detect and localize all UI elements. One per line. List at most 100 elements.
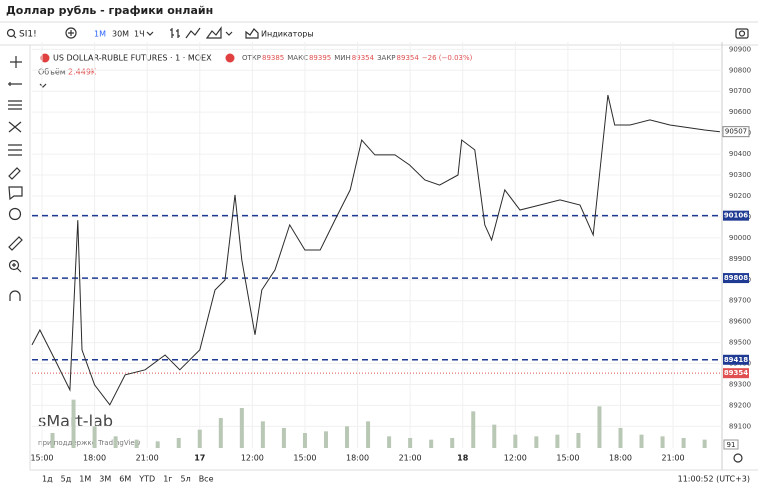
chart-type[interactable] [170,28,180,38]
volume-bar [197,429,202,448]
y-tick-label: 90200 [729,192,751,200]
range-button[interactable]: 3М [99,475,111,484]
emoji-tool[interactable] [8,207,22,221]
x-tick-label: 18:00 [83,454,106,463]
y-tick-label: 89500 [729,339,751,347]
settings[interactable] [733,453,743,463]
volume-bar [323,431,328,448]
chart-type[interactable] [185,27,201,39]
range-button[interactable]: 1г [163,475,172,484]
x-tick-label: 21:00 [136,454,159,463]
volume-bar [345,426,350,448]
legend-change: −26 (−0.03%) [422,54,473,62]
volume-bar [576,433,581,448]
zoom-tool[interactable] [8,259,20,271]
magnet-tool[interactable] [9,290,21,301]
x-tick-label: 18:00 [609,454,632,463]
y-tick-label: 90800 [729,66,751,74]
search-icon[interactable] [6,28,16,38]
x-tick-label: 15:00 [30,454,53,463]
volume-bar [513,434,518,448]
warning-icon[interactable] [225,53,235,63]
indicators[interactable]: Индикаторы [261,30,314,39]
volume-bar [408,438,413,448]
legend-field-value: 89395 [309,54,331,62]
y-tick-label: 89300 [729,380,751,388]
symbol[interactable]: SI1! [19,30,37,40]
x-tick-label: 21:00 [399,454,422,463]
y-tick-label: 90400 [729,150,751,158]
volume-bar [239,408,244,448]
volume-bar [555,434,560,448]
forecast-tool[interactable] [8,144,22,156]
pattern-tool[interactable] [8,121,22,133]
dropdown[interactable] [225,31,233,36]
volume-bar [92,426,97,448]
volume-bar [71,399,76,448]
range-button[interactable]: 5д [61,475,72,484]
x-tick-label: 21:00 [662,454,685,463]
y-tick-label: 90700 [729,87,751,95]
price-tag-box [723,273,749,284]
price-tag: 89354 [724,369,748,377]
range-button[interactable]: YTD [138,475,155,484]
add-symbol[interactable] [65,27,77,39]
volume-bar [218,418,223,448]
page-title: Доллар рубль - графики онлайн [6,4,213,17]
legend-field-label: МАКС [287,54,308,62]
volume-bar [302,433,307,448]
y-tick-label: 90300 [729,171,751,179]
clock: 11:00:52 (UTC+3) [678,475,750,484]
range-button[interactable]: 1М [79,475,91,484]
search-icon [13,35,17,39]
brush-tool[interactable] [8,167,21,180]
legend-fields: ОТКР 89385 МАКС 89395 МИН 89354 ЗАКР 89354 −26 (… [242,54,473,62]
interval[interactable]: 30М [112,30,129,39]
y-tick-label: 90600 [729,108,751,116]
ruler-tool[interactable] [8,236,23,251]
y-tick-label: 89200 [729,401,751,409]
indicators-icon[interactable] [245,28,259,39]
x-tick-label: 18 [457,454,469,463]
price-tag-box [723,210,749,221]
volume-bar [50,433,55,448]
x-tick-label: 12:00 [241,454,264,463]
interval[interactable]: 1Ч [134,30,145,39]
price-tag: 89808 [724,274,748,282]
x-tick-label: 17 [194,454,205,463]
x-tick-label: 12:00 [504,454,527,463]
chart-type[interactable] [205,26,222,39]
volume-bar [260,421,265,448]
volume-bar [597,406,602,448]
price-line [31,94,720,406]
fib-tool[interactable] [8,100,22,110]
y-tick-label: 90900 [729,45,751,53]
legend-field-value: 89385 [262,54,284,62]
volume-bar [176,438,181,448]
trend-tool[interactable] [8,82,22,86]
text-tool[interactable] [8,186,23,201]
volume-bar [702,439,707,448]
y-tick-label: 90000 [729,234,751,242]
volume-bar [471,411,476,448]
price-tag-box [723,368,749,379]
legend-field-label: ОТКР [242,54,261,62]
range-button[interactable]: 5л [180,475,190,484]
range-button[interactable]: 6М [119,475,131,484]
range-button[interactable]: Все [199,475,214,484]
snapshot [738,30,746,37]
volume-bar [281,428,286,448]
range-button[interactable]: 1д [42,475,53,484]
interval[interactable]: 1М [94,30,106,39]
dropdown[interactable] [146,31,154,36]
volume-tag-box [723,439,739,450]
collapse[interactable] [39,83,47,88]
snapshot[interactable] [735,28,749,39]
volume-bar [366,421,371,448]
crosshair-tool[interactable] [10,56,22,68]
volume-bar [134,439,139,448]
y-tick-label: 89600 [729,318,751,326]
